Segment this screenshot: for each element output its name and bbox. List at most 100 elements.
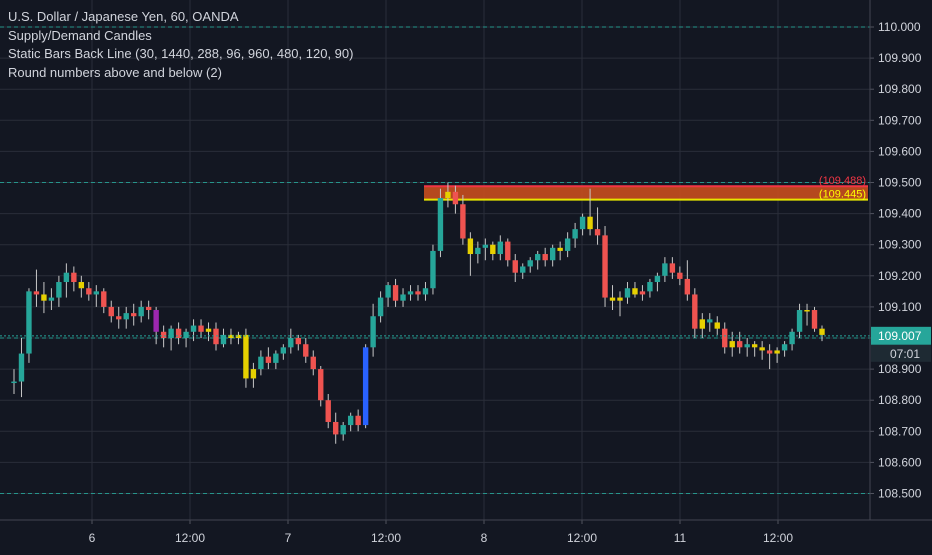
candle-body[interactable] — [594, 229, 601, 236]
candle-body[interactable] — [333, 421, 339, 435]
candle-body[interactable] — [722, 328, 728, 348]
candle-body[interactable] — [63, 272, 70, 283]
candle-body[interactable] — [557, 247, 563, 251]
candle-body[interactable] — [527, 260, 533, 267]
candle-body[interactable] — [407, 291, 414, 295]
candle-body[interactable] — [684, 278, 691, 295]
candle-body[interactable] — [452, 191, 459, 205]
candle-body[interactable] — [707, 319, 713, 323]
candle-body[interactable] — [639, 291, 646, 295]
candle-body[interactable] — [131, 313, 137, 317]
candle-body[interactable] — [587, 216, 593, 230]
candle-body[interactable] — [340, 425, 346, 435]
candle-body[interactable] — [18, 353, 25, 382]
candle-body[interactable] — [370, 316, 376, 348]
candle-body[interactable] — [198, 325, 204, 332]
candle-body[interactable] — [774, 350, 780, 354]
candle-body[interactable] — [677, 272, 683, 279]
candle-body[interactable] — [71, 272, 77, 283]
candle-body[interactable] — [497, 241, 503, 255]
candle-body[interactable] — [475, 247, 481, 255]
candle-body[interactable] — [654, 275, 661, 283]
candle-body[interactable] — [273, 353, 279, 363]
candle-body[interactable] — [617, 297, 623, 301]
candle-body[interactable] — [235, 334, 242, 338]
candle-body[interactable] — [490, 244, 496, 255]
candle-body[interactable] — [318, 369, 324, 401]
candle-body[interactable] — [33, 291, 40, 295]
candle-body[interactable] — [744, 344, 750, 348]
candle-body[interactable] — [729, 341, 735, 348]
candle-body[interactable] — [692, 294, 698, 329]
candle-body[interactable] — [228, 334, 234, 338]
candle-body[interactable] — [325, 400, 331, 422]
candle-body[interactable] — [542, 254, 548, 261]
candle-body[interactable] — [101, 291, 107, 307]
symbol-title[interactable]: U.S. Dollar / Japanese Yen, 60, OANDA — [8, 9, 239, 24]
candle-body[interactable] — [714, 322, 720, 329]
candle-body[interactable] — [86, 288, 92, 295]
candle-body[interactable] — [243, 334, 249, 379]
candle-body[interactable] — [505, 241, 511, 261]
candle-body[interactable] — [669, 263, 676, 273]
indicator-static-bars[interactable]: Static Bars Back Line (30, 1440, 288, 96… — [8, 46, 354, 61]
candle-body[interactable] — [205, 328, 212, 332]
candle-body[interactable] — [41, 294, 47, 301]
candle-body[interactable] — [93, 291, 99, 295]
candle-body[interactable] — [280, 347, 287, 354]
candle-body[interactable] — [549, 247, 556, 261]
candle-body[interactable] — [138, 306, 144, 317]
candle-body[interactable] — [699, 319, 705, 329]
candle-body[interactable] — [258, 356, 264, 370]
candle-body[interactable] — [415, 291, 421, 295]
candle-body[interactable] — [183, 331, 189, 338]
candle-body[interactable] — [168, 328, 174, 338]
indicator-supply-demand[interactable]: Supply/Demand Candles — [8, 27, 152, 43]
candle-body[interactable] — [535, 254, 541, 261]
candle-body[interactable] — [437, 198, 444, 251]
candle-body[interactable] — [811, 310, 818, 329]
candle-body[interactable] — [310, 356, 316, 370]
candle-body[interactable] — [624, 288, 631, 298]
candle-body[interactable] — [564, 238, 571, 251]
candle-body[interactable] — [123, 313, 129, 320]
candle-body[interactable] — [751, 344, 758, 348]
candle-body[interactable] — [609, 297, 616, 301]
candle-body[interactable] — [789, 331, 795, 345]
candle-body[interactable] — [737, 341, 743, 348]
candle-body[interactable] — [512, 260, 518, 273]
candle-body[interactable] — [355, 415, 361, 426]
indicator-round-numbers[interactable]: Round numbers above and below (2) — [8, 64, 222, 80]
candle-body[interactable] — [819, 328, 825, 335]
candle-body[interactable] — [108, 306, 114, 317]
candle-body[interactable] — [220, 334, 227, 345]
candle-body[interactable] — [766, 350, 773, 354]
candle-body[interactable] — [781, 344, 788, 351]
candle-body[interactable] — [572, 229, 578, 239]
candle-body[interactable] — [520, 266, 526, 273]
candle-body[interactable] — [647, 282, 653, 292]
candle-body[interactable] — [303, 344, 309, 357]
candle-body[interactable] — [385, 285, 391, 298]
candle-body[interactable] — [460, 204, 466, 239]
candle-body[interactable] — [482, 244, 489, 248]
candle-body[interactable] — [579, 216, 586, 230]
candle-body[interactable] — [759, 347, 765, 351]
candle-body[interactable] — [445, 191, 451, 199]
candle-body[interactable] — [153, 310, 159, 332]
candle-body[interactable] — [48, 297, 55, 301]
candle-body[interactable] — [467, 238, 474, 255]
candle-body[interactable] — [145, 306, 152, 311]
candle-body[interactable] — [56, 282, 62, 298]
candle-body[interactable] — [377, 297, 384, 317]
candle-body[interactable] — [430, 250, 436, 289]
candle-body[interactable] — [160, 331, 167, 338]
candle-body[interactable] — [78, 282, 85, 289]
candle-body[interactable] — [662, 263, 668, 276]
candle-body[interactable] — [213, 328, 219, 345]
candle-body[interactable] — [190, 325, 197, 332]
candle-body[interactable] — [295, 338, 301, 345]
candle-body[interactable] — [400, 294, 406, 301]
candle-body[interactable] — [11, 381, 17, 384]
candle-body[interactable] — [796, 310, 803, 332]
